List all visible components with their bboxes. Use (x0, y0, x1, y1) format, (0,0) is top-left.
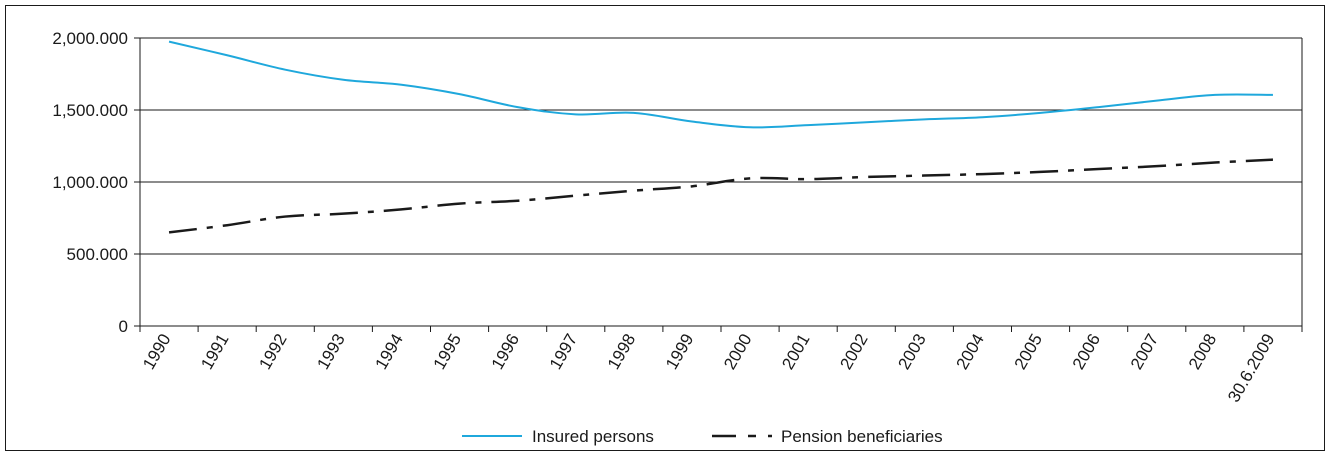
y-tick-label: 1,500.000 (52, 101, 128, 120)
x-tick-label: 1990 (139, 331, 174, 373)
x-tick-label: 1994 (372, 331, 407, 373)
y-tick-label: 0 (119, 317, 128, 336)
gridlines (140, 37, 1302, 255)
x-tick-label: 2008 (1185, 331, 1220, 373)
x-tick-label: 30.6.2009 (1224, 331, 1278, 406)
x-tick-label: 1999 (662, 331, 697, 373)
y-tick-label: 1,000.000 (52, 173, 128, 192)
series-line-insured-persons (168, 40, 1273, 129)
series-lines (168, 40, 1274, 234)
x-tick-label: 2007 (1127, 331, 1162, 373)
x-tick-label: 2004 (953, 331, 988, 373)
x-tick-label: 2002 (836, 331, 871, 373)
axes (134, 37, 1303, 332)
x-tick-label: 1996 (488, 331, 523, 373)
x-tick-label: 1995 (430, 331, 465, 373)
x-tick-label: 2000 (720, 331, 755, 373)
y-tick-label: 500.000 (67, 245, 128, 264)
x-tick-label: 1997 (546, 331, 581, 373)
legend-label-pension-beneficiaries: Pension beneficiaries (781, 427, 943, 446)
x-tick-label: 2005 (1011, 331, 1046, 373)
x-tick-label: 2006 (1069, 331, 1104, 373)
legend-label-insured-persons: Insured persons (532, 427, 654, 446)
chart-outer-border (5, 5, 1325, 451)
y-tick-label: 2,000.000 (52, 29, 128, 48)
legend: Insured persons Pension beneficiaries (462, 427, 943, 446)
x-tick-label: 1998 (604, 331, 639, 373)
x-tick-label: 1991 (197, 331, 232, 373)
x-tick-label: 2001 (778, 331, 813, 373)
tick-labels: 0 500.000 1,000.000 1,500.000 2,000.000 1990 1… (52, 29, 1278, 406)
x-tick-label: 2003 (894, 331, 929, 373)
series-line-pension-beneficiaries (168, 158, 1274, 234)
x-tick-label: 1992 (255, 331, 290, 373)
x-tick-label: 1993 (313, 331, 348, 373)
